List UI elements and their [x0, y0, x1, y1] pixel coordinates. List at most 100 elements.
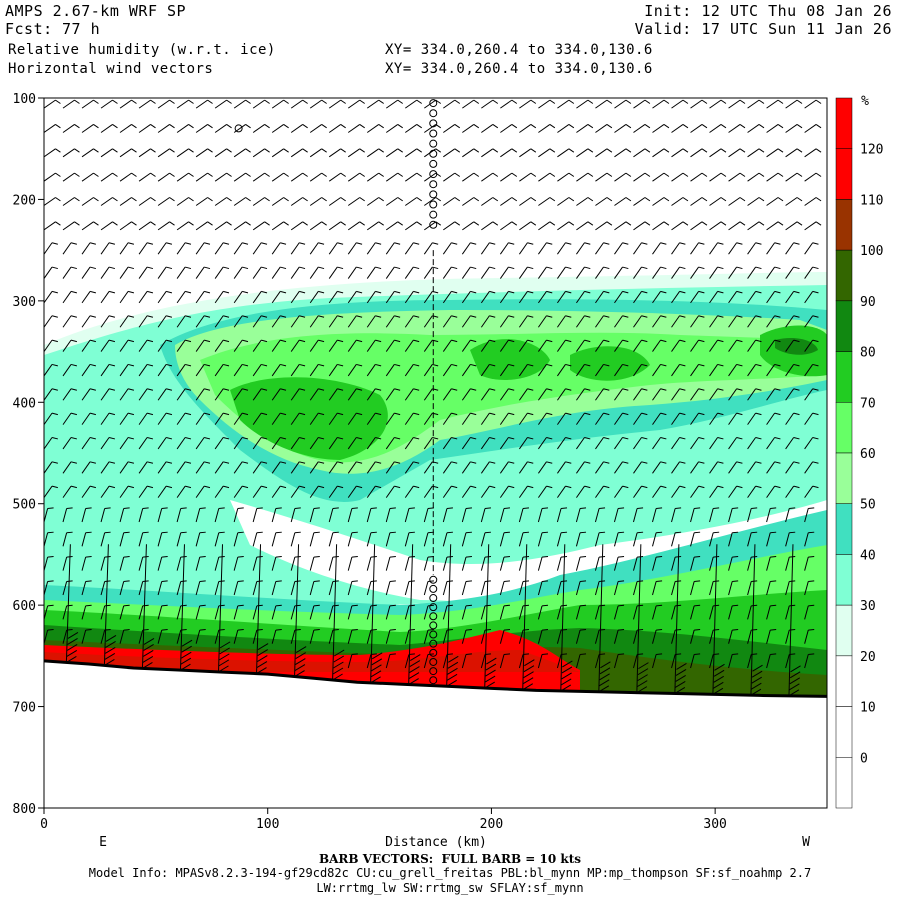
- wind-barb-surface-flag: [66, 650, 78, 657]
- wind-barb: [271, 315, 281, 328]
- wind-barb: [176, 266, 186, 279]
- wind-barb: [671, 339, 680, 352]
- wind-barb-flag: [679, 339, 686, 343]
- wind-barb-flag: [698, 363, 705, 367]
- wind-barb-flag: [55, 172, 61, 177]
- wind-barb: [614, 388, 623, 401]
- wind-barb-flag: [774, 266, 781, 270]
- wind-barb: [556, 557, 562, 571]
- wind-barb: [652, 339, 661, 352]
- wind-barb: [423, 581, 429, 596]
- barb-note: BARB VECTORS: FULL BARB = 10 kts: [318, 852, 582, 866]
- wind-barb: [347, 605, 353, 620]
- wind-barb-flag: [565, 363, 572, 367]
- wind-barb: [499, 339, 509, 352]
- wind-barb-flag: [85, 580, 92, 582]
- wind-barb: [575, 605, 581, 620]
- wind-barb: [480, 388, 490, 401]
- wind-barb-flag: [185, 388, 192, 391]
- wind-barb-flag: [454, 99, 461, 104]
- wind-barb: [461, 557, 467, 571]
- wind-barb: [385, 485, 395, 498]
- wind-barb-flag: [473, 221, 480, 226]
- wind-barb-flag: [166, 290, 173, 294]
- wind-barb-flag: [378, 197, 384, 202]
- wind-barb: [347, 557, 353, 571]
- wind-barb: [671, 242, 680, 255]
- wind-barb: [557, 197, 570, 206]
- wind-barb-flag: [264, 197, 270, 202]
- wind-barb: [442, 339, 452, 352]
- wind-barb-flag: [150, 221, 156, 226]
- wind-barb: [385, 291, 395, 304]
- wind-barb-flag: [565, 266, 572, 270]
- wind-barb-flag: [736, 242, 743, 245]
- wind-barb: [537, 508, 543, 523]
- wind-barb-flag: [755, 461, 762, 464]
- wind-barb: [157, 339, 167, 352]
- colorbar-label: 120: [860, 143, 883, 158]
- wind-barb-flag: [713, 604, 720, 607]
- wind-barb: [138, 508, 144, 523]
- wind-barb-flag: [318, 290, 325, 294]
- colorbar-label: 80: [860, 346, 876, 361]
- wind-barb-flag: [375, 461, 382, 464]
- wind-barb: [766, 654, 771, 669]
- colorbar-label: 110: [860, 193, 883, 208]
- wind-barb-flag: [180, 531, 187, 534]
- wind-barb-flag: [427, 604, 434, 607]
- wind-barb-flag: [660, 363, 667, 367]
- wind-barb: [633, 242, 642, 255]
- wind-barb: [347, 266, 357, 279]
- wind-barb-flag: [644, 148, 651, 153]
- wind-barb-flag: [603, 388, 610, 391]
- wind-barb: [575, 654, 581, 669]
- wind-barb: [709, 266, 718, 279]
- wind-barb: [462, 221, 475, 231]
- wind-barb: [537, 364, 547, 377]
- wind-barb-flag: [751, 604, 758, 607]
- wind-barb: [652, 315, 661, 328]
- wind-barb: [366, 221, 380, 231]
- wind-barb-flag: [599, 531, 606, 534]
- wind-barb-flag: [223, 485, 230, 489]
- wind-barb-surface-flag: [789, 671, 801, 679]
- wind-barb: [613, 508, 619, 523]
- wind-barb-surface-flag: [142, 656, 154, 663]
- wind-barb-flag: [546, 266, 553, 270]
- wind-barb-flag: [492, 172, 499, 177]
- wind-barb: [252, 221, 265, 231]
- wind-barb-flag: [473, 172, 480, 177]
- wind-barb: [290, 605, 296, 620]
- wind-barb-flag: [340, 99, 346, 104]
- wind-barb: [785, 437, 795, 450]
- wind-barb: [271, 172, 284, 182]
- wind-barb: [461, 339, 471, 352]
- wind-barb-flag: [717, 485, 724, 489]
- wind-barb-flag: [758, 172, 765, 177]
- wind-barb: [328, 508, 334, 523]
- wind-barb-flag: [808, 580, 815, 582]
- wind-barb-flag: [318, 412, 325, 416]
- wind-barb-flag: [489, 242, 496, 245]
- wind-barb-flag: [337, 290, 344, 294]
- wind-barb: [157, 485, 167, 498]
- wind-barb: [214, 461, 224, 474]
- wind-barb-flag: [204, 315, 211, 318]
- wind-barb: [766, 197, 779, 206]
- wind-barb-flag: [584, 266, 591, 270]
- wind-barb: [480, 242, 490, 255]
- x-axis-label: Distance (km): [385, 835, 487, 850]
- wind-barb: [290, 581, 296, 596]
- wind-barb: [404, 508, 410, 523]
- wind-barb-flag: [370, 531, 377, 534]
- wind-barb-flag: [146, 290, 154, 294]
- wind-barb: [499, 532, 505, 547]
- wind-barb-flag: [549, 172, 556, 177]
- wind-barb-flag: [789, 507, 796, 509]
- wind-barb: [804, 412, 814, 425]
- wind-barb: [385, 630, 391, 644]
- wind-barb-surface-flag: [598, 679, 610, 687]
- wind-barb: [119, 508, 125, 523]
- wind-barb: [195, 437, 205, 450]
